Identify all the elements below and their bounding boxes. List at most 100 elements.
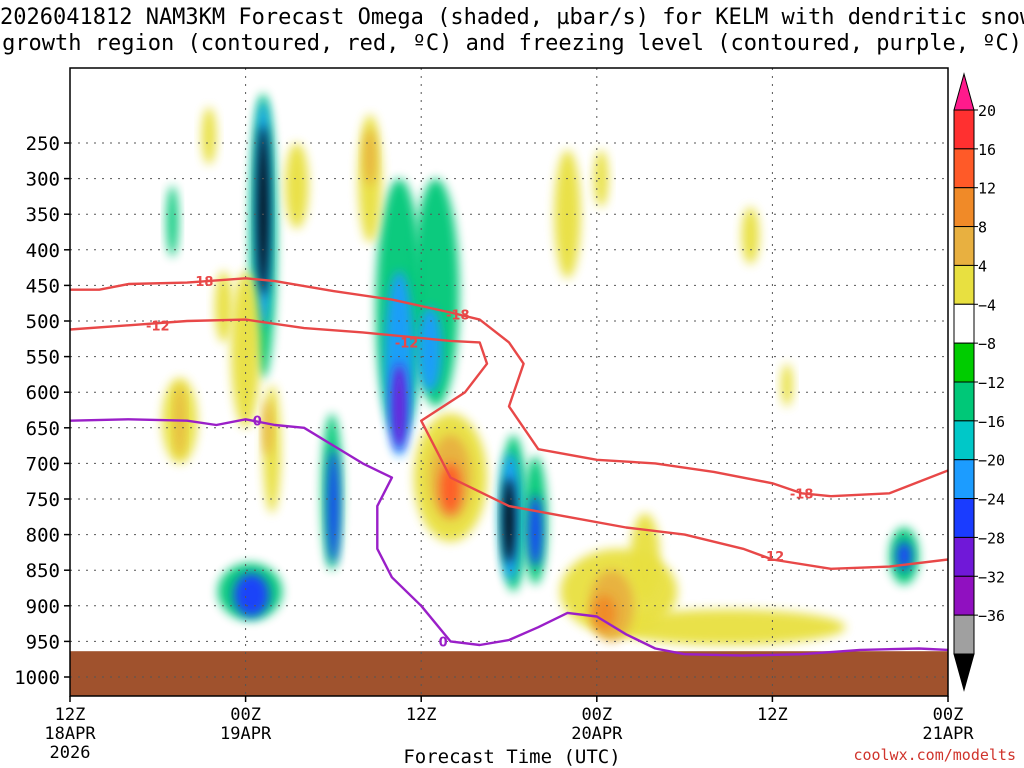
x-tick-label: 00Z xyxy=(933,705,964,725)
x-tick-label: 18APR xyxy=(44,724,96,744)
colorbar-label: −20 xyxy=(978,452,1005,470)
colorbar-swatch xyxy=(953,459,975,500)
plot-frame xyxy=(69,67,949,697)
contour-line-0 xyxy=(70,418,948,657)
colorbar-swatch xyxy=(953,226,975,266)
colorbar-label: 12 xyxy=(978,180,996,198)
y-tick-label: 400 xyxy=(26,240,60,262)
ground-surface xyxy=(70,651,948,696)
colorbar-label: −32 xyxy=(978,568,1005,586)
colorbar-label: 8 xyxy=(978,219,987,237)
omega-region xyxy=(503,477,515,564)
y-tick-label: 600 xyxy=(26,382,60,404)
omega-region xyxy=(757,498,846,556)
omega-region xyxy=(528,495,542,567)
y-tick-label: 650 xyxy=(26,418,60,440)
colorbar-label: 4 xyxy=(978,257,987,275)
chart-title-line-1: 2026041812 NAM3KM Forecast Omega (shaded… xyxy=(0,5,1024,30)
colorbar-label: −4 xyxy=(978,296,996,314)
contour-label: -12 xyxy=(146,319,170,334)
y-tick-label: 350 xyxy=(26,204,60,226)
contour-line-minus18 xyxy=(70,277,948,498)
x-tick-label: 12Z xyxy=(757,705,788,725)
x-tick-label: 12Z xyxy=(406,705,437,725)
x-axis-title: Forecast Time (UTC) xyxy=(403,746,621,768)
colorbar-label: −28 xyxy=(978,529,1005,547)
omega-region xyxy=(214,271,233,343)
colorbar-swatch xyxy=(953,536,975,577)
omega-region xyxy=(201,107,217,165)
colorbar-swatch xyxy=(953,303,975,344)
omega-region xyxy=(741,207,760,265)
omega-region xyxy=(487,121,575,407)
colorbar-label: 20 xyxy=(978,102,996,120)
omega-region xyxy=(611,609,846,645)
colorbar-label: −16 xyxy=(978,413,1005,431)
omega-region xyxy=(364,128,376,186)
colorbar-swatch xyxy=(953,381,975,422)
omega-region xyxy=(327,449,340,564)
contour-label: -18 xyxy=(446,309,470,324)
y-tick-label: 900 xyxy=(26,596,60,618)
y-tick-label: 550 xyxy=(26,347,60,369)
y-tick-label: 300 xyxy=(26,169,60,191)
omega-region xyxy=(896,541,912,571)
contour-label: 0 xyxy=(439,635,448,650)
x-tick-label: 00Z xyxy=(230,705,261,725)
omega-region xyxy=(391,363,407,450)
colorbar-label: −8 xyxy=(978,335,996,353)
omega-region xyxy=(299,278,338,464)
omega-region xyxy=(440,463,461,514)
omega-region xyxy=(285,143,309,229)
omega-region xyxy=(166,185,179,257)
omega-region xyxy=(233,573,270,617)
y-tick-label: 450 xyxy=(26,275,60,297)
y-tick-label: 950 xyxy=(26,631,60,653)
omega-region xyxy=(257,125,270,297)
omega-region xyxy=(781,363,793,407)
omega-region xyxy=(592,595,616,631)
x-tick-label: 12Z xyxy=(55,705,86,725)
colorbar-label: −36 xyxy=(978,607,1005,625)
y-tick-label: 250 xyxy=(26,133,60,155)
x-tick-label: 19APR xyxy=(220,724,272,744)
colorbar-swatch xyxy=(953,614,975,655)
x-tick-label: 21APR xyxy=(922,724,974,744)
site-credit: coolwx.com/modelts xyxy=(853,746,1016,764)
colorbar-swatch xyxy=(953,498,975,538)
contour-label: -18 xyxy=(190,275,214,290)
x-tick-label: 2026 xyxy=(50,743,91,763)
colorbar-swatch xyxy=(953,342,975,383)
y-tick-label: 700 xyxy=(26,453,60,475)
colorbar-swatch xyxy=(953,420,975,461)
omega-region xyxy=(593,150,609,208)
colorbar-label: 16 xyxy=(978,141,996,159)
y-tick-label: 1000 xyxy=(14,667,60,689)
contour-label: 0 xyxy=(253,415,262,430)
y-tick-label: 500 xyxy=(26,311,60,333)
contour-label: -12 xyxy=(761,550,785,565)
colorbar-swatch xyxy=(953,187,975,228)
y-tick-label: 750 xyxy=(26,489,60,511)
colorbar-top-arrow xyxy=(953,72,975,111)
contour-label: -12 xyxy=(395,336,419,351)
contour-line-minus12 xyxy=(70,318,948,570)
colorbar-swatch xyxy=(953,109,975,150)
omega-region xyxy=(418,306,442,393)
omega-region xyxy=(542,427,578,599)
colorbar-swatch xyxy=(953,264,975,305)
x-tick-label: 00Z xyxy=(581,705,612,725)
contour-label: -18 xyxy=(790,487,814,502)
chart-title-line-2: growth region (contoured, red, ºC) and f… xyxy=(2,31,1022,56)
colorbar-bottom-arrow xyxy=(953,653,975,692)
colorbar-label: −12 xyxy=(978,374,1005,392)
x-tick-label: 20APR xyxy=(571,724,623,744)
y-tick-label: 800 xyxy=(26,525,60,547)
colorbar-label: −24 xyxy=(978,491,1005,509)
colorbar-swatch xyxy=(953,148,975,189)
omega-region xyxy=(263,399,272,457)
colorbar-swatch xyxy=(953,575,975,616)
y-tick-label: 850 xyxy=(26,560,60,582)
omega-region xyxy=(630,513,660,599)
